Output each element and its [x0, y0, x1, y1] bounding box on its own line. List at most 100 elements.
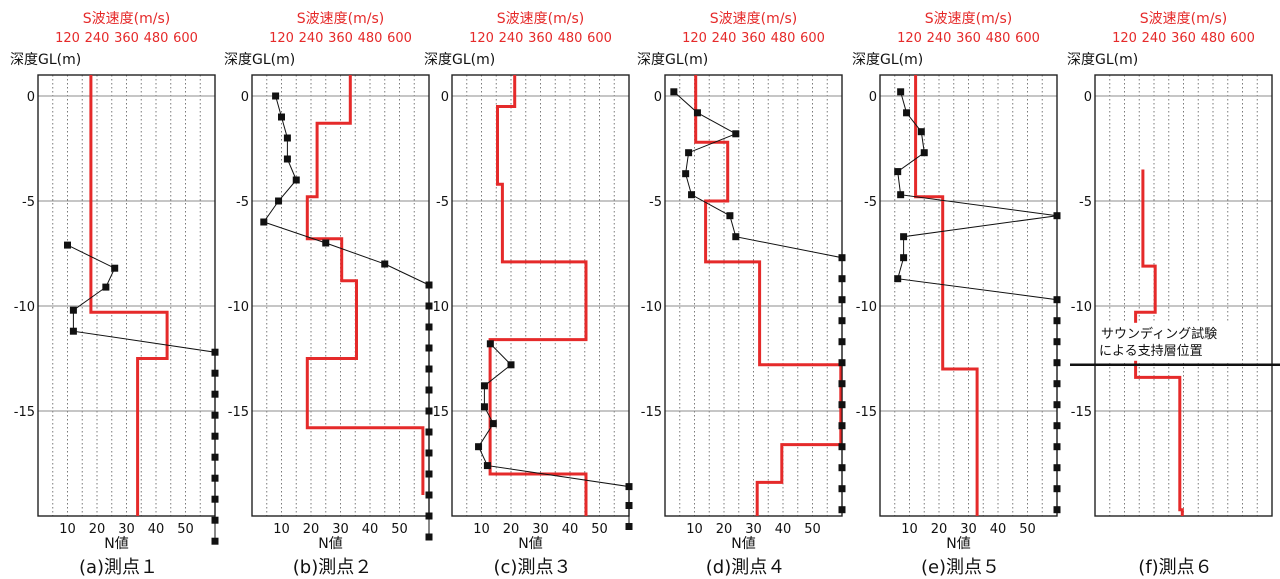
depth-tick-label: -10 [428, 300, 449, 315]
n-value-point [425, 344, 433, 352]
top-tick-label: 480 [558, 31, 583, 46]
bottom-tick-label: 20 [931, 522, 948, 537]
bottom-tick-label: 20 [503, 522, 520, 537]
n-value-point [425, 386, 433, 394]
bottom-tick-label: 10 [273, 522, 290, 537]
n-value-point [425, 512, 433, 520]
panel-1: S波速度(m/s)120 240 360 480 600 深度GL(m) 0 -5 -10 -15… [10, 11, 219, 578]
n-value-point [211, 453, 219, 461]
n-value-point [211, 348, 219, 356]
n-value-point [688, 191, 696, 199]
depth-tick-label: -15 [228, 405, 249, 420]
n-value-point [425, 281, 433, 289]
bottom-axis-title: N値 [104, 536, 128, 552]
top-tick-label: 480 [986, 31, 1011, 46]
n-value-point [211, 369, 219, 377]
n-value-point [1053, 338, 1061, 346]
depth-axis-label: 深度GL(m) [852, 52, 923, 68]
depth-axis-label: 深度GL(m) [637, 52, 708, 68]
bottom-tick-label: 40 [362, 522, 379, 537]
n-value-point [838, 254, 846, 262]
n-value-point [425, 428, 433, 436]
n-value-point [111, 264, 119, 272]
depth-tick-label: -5 [1079, 195, 1092, 210]
top-tick-label: 360 [741, 31, 766, 46]
top-tick-label: 360 [528, 31, 553, 46]
depth-tick-label: -5 [436, 195, 449, 210]
depth-tick-label: 0 [869, 90, 877, 105]
n-value-point [920, 149, 928, 157]
depth-tick-label: -10 [14, 300, 35, 315]
top-tick-label: 600 [587, 31, 612, 46]
depth-axis-label: 深度GL(m) [424, 52, 495, 68]
depth-tick-label: -15 [856, 405, 877, 420]
depth-tick-label: -15 [641, 405, 662, 420]
n-value-point [838, 296, 846, 304]
depth-tick-label: 0 [27, 90, 35, 105]
n-value-point [211, 474, 219, 482]
n-value-point [732, 233, 740, 241]
bottom-tick-label: 40 [562, 522, 579, 537]
n-value-point [381, 260, 389, 268]
depth-tick-label: -5 [22, 195, 35, 210]
top-tick-label: 360 [114, 31, 139, 46]
n-value-point [900, 233, 908, 241]
n-value-line [263, 95, 430, 537]
bottom-axis-title: N値 [946, 536, 970, 552]
n-value-point [1053, 401, 1061, 409]
n-value-point [682, 170, 690, 178]
n-value-point [625, 523, 633, 530]
top-tick-label: 480 [771, 31, 796, 46]
n-value-point [1053, 296, 1061, 304]
n-value-point [292, 176, 300, 184]
top-tick-label: 480 [144, 31, 169, 46]
n-value-point [425, 449, 433, 457]
n-value-point [685, 149, 693, 157]
top-axis-title: S波速度(m/s) [1140, 11, 1227, 27]
depth-tick-label: 0 [654, 90, 662, 105]
depth-tick-label: -10 [641, 300, 662, 315]
n-value-point [838, 422, 846, 430]
n-value-point [1053, 317, 1061, 325]
depth-axis-label: 深度GL(m) [1067, 52, 1138, 68]
top-tick-label: 480 [358, 31, 383, 46]
annotation-line-2: による支持層位置 [1099, 344, 1203, 359]
top-tick-label: 600 [173, 31, 198, 46]
depth-tick-label: -5 [864, 195, 877, 210]
panel-caption: (c)測点３ [494, 557, 572, 578]
n-value-line [478, 343, 630, 527]
n-value-point [903, 109, 911, 117]
n-value-point [272, 92, 280, 100]
n-value-point [838, 359, 846, 367]
n-value-point [102, 283, 110, 291]
n-value-point [625, 483, 633, 491]
bottom-tick-label: 30 [532, 522, 549, 537]
n-value-point [211, 390, 219, 398]
top-axis-title: S波速度(m/s) [297, 11, 384, 27]
n-value-point [838, 338, 846, 346]
bottom-tick-label: 20 [716, 522, 733, 537]
top-tick-label: 240 [85, 31, 110, 46]
bottom-tick-label: 40 [775, 522, 792, 537]
panel-caption: (d)測点４ [706, 557, 785, 578]
n-value-point [1053, 422, 1061, 430]
depth-tick-label: -5 [236, 195, 249, 210]
depth-tick-label: -15 [14, 405, 35, 420]
n-value-point [283, 134, 291, 142]
top-tick-label: 120 [269, 31, 294, 46]
n-value-point [507, 361, 515, 369]
top-axis-title: S波速度(m/s) [497, 11, 584, 27]
bottom-tick-label: 50 [177, 522, 194, 537]
panel-caption: (e)測点５ [921, 557, 1000, 578]
n-value-point [917, 128, 925, 136]
bottom-tick-label: 30 [332, 522, 349, 537]
bottom-tick-label: 10 [901, 522, 918, 537]
n-value-point [1053, 359, 1061, 367]
n-value-point [64, 241, 71, 249]
n-value-point [480, 382, 488, 390]
plot-frame [879, 74, 1058, 517]
n-value-point [69, 327, 77, 335]
bottom-axis-title: N値 [518, 536, 542, 552]
depth-tick-label: -5 [649, 195, 662, 210]
